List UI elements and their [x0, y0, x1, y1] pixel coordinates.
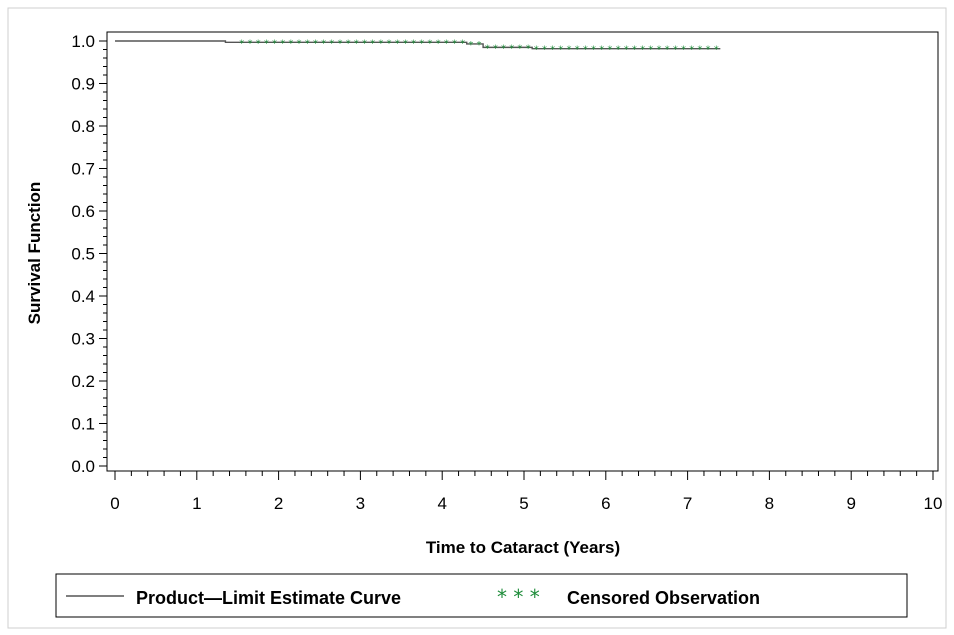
y-tick-label: 0.6 — [71, 202, 95, 221]
x-tick-label: 2 — [274, 494, 283, 513]
figure-frame — [7, 7, 947, 629]
x-tick-label: 5 — [519, 494, 528, 513]
legend-censored-swatch: * * * — [497, 585, 540, 609]
censored-marker: * — [362, 38, 367, 49]
censored-marker: * — [566, 45, 571, 56]
x-tick-label: 8 — [765, 494, 774, 513]
censored-marker: * — [370, 38, 375, 49]
y-tick-label: 0.9 — [71, 75, 95, 94]
y-axis: 0.0 0.1 0.2 0.3 0.4 0.5 0.6 0.7 0.8 0.9 1.0 — [71, 32, 107, 476]
censored-marker: * — [395, 38, 400, 49]
censored-marker: * — [239, 38, 244, 49]
x-axis: 0 1 2 3 4 5 6 7 8 9 10 — [110, 471, 942, 513]
censored-marker: * — [329, 38, 334, 49]
series-layer — [115, 40, 721, 50]
censored-marker: * — [477, 40, 482, 51]
censored-marker: * — [599, 45, 604, 56]
censored-marker: * — [575, 45, 580, 56]
censored-marker: * — [297, 38, 302, 49]
censored-marker: * — [550, 45, 555, 56]
censored-marker: * — [452, 38, 457, 49]
censored-marker: * — [485, 43, 490, 54]
y-tick-label: 0.7 — [71, 160, 95, 179]
censored-marker: * — [665, 45, 670, 56]
x-tick-label: 6 — [601, 494, 610, 513]
censored-marker: * — [460, 38, 465, 49]
censored-marker: * — [419, 38, 424, 49]
censored-marker: * — [337, 38, 342, 49]
censored-marker: * — [509, 43, 514, 54]
censored-marker: * — [280, 38, 285, 49]
y-tick-label: 0.0 — [71, 457, 95, 476]
censored-marker: * — [247, 38, 252, 49]
censored-marker: * — [493, 43, 498, 54]
legend-box — [55, 573, 908, 618]
censored-marker: * — [689, 45, 694, 56]
x-tick-label: 10 — [924, 494, 943, 513]
legend: Product—Limit Estimate Curve * * * Censo… — [55, 573, 908, 618]
censored-marker: * — [534, 45, 539, 56]
censored-marker: * — [591, 45, 596, 56]
censored-marker: * — [272, 38, 277, 49]
y-tick-label: 0.4 — [71, 287, 95, 306]
x-tick-label: 9 — [846, 494, 855, 513]
censored-marker: * — [714, 45, 719, 56]
censored-marker: * — [403, 38, 408, 49]
censored-marker: * — [387, 38, 392, 49]
x-tick-label: 7 — [683, 494, 692, 513]
censored-marker: * — [526, 43, 531, 54]
censored-marker: * — [411, 38, 416, 49]
censored-marker: * — [501, 43, 506, 54]
censored-marker: * — [558, 45, 563, 56]
censored-marker: * — [681, 45, 686, 56]
censored-marker: * — [321, 38, 326, 49]
x-tick-label: 0 — [110, 494, 119, 513]
y-tick-label: 0.8 — [71, 117, 95, 136]
y-tick-label: 0.1 — [71, 415, 95, 434]
censored-marker: * — [697, 45, 702, 56]
x-axis-title: Time to Cataract (Years) — [426, 538, 620, 557]
censored-marker: * — [607, 45, 612, 56]
censored-marker: * — [648, 45, 653, 56]
censored-marker: * — [624, 45, 629, 56]
censored-marker: * — [632, 45, 637, 56]
censored-marker: * — [256, 38, 261, 49]
censored-marker: * — [468, 40, 473, 51]
censored-marker: * — [305, 38, 310, 49]
y-axis-title: Survival Function — [25, 182, 44, 325]
censored-marker: * — [517, 43, 522, 54]
censored-marker: * — [444, 38, 449, 49]
censored-marker: * — [436, 38, 441, 49]
censored-marker: * — [656, 45, 661, 56]
censored-marker: * — [640, 45, 645, 56]
censored-marker: * — [346, 38, 351, 49]
censored-marker: * — [354, 38, 359, 49]
censored-marker: * — [673, 45, 678, 56]
censored-marker: * — [378, 38, 383, 49]
survival-curve — [115, 40, 721, 50]
y-tick-label: 1.0 — [71, 32, 95, 51]
x-tick-label: 3 — [356, 494, 365, 513]
x-tick-label: 1 — [192, 494, 201, 513]
censored-marker: * — [313, 38, 318, 49]
censored-markers: * * * * * * * * * * * * * * * * * * * * * * * * * * * * * * * * * * * * * * * *… — [239, 38, 718, 55]
censored-marker: * — [427, 38, 432, 49]
legend-censored-label: Censored Observation — [567, 588, 760, 608]
y-tick-label: 0.2 — [71, 372, 95, 391]
plot-frame — [106, 31, 939, 472]
censored-marker: * — [706, 45, 711, 56]
x-tick-label: 4 — [437, 494, 446, 513]
censored-marker: * — [583, 45, 588, 56]
censored-marker: * — [542, 45, 547, 56]
censored-marker: * — [616, 45, 621, 56]
censored-marker: * — [264, 38, 269, 49]
y-tick-label: 0.5 — [71, 245, 95, 264]
legend-curve-label: Product—Limit Estimate Curve — [136, 588, 401, 608]
censored-marker: * — [288, 38, 293, 49]
y-tick-label: 0.3 — [71, 330, 95, 349]
